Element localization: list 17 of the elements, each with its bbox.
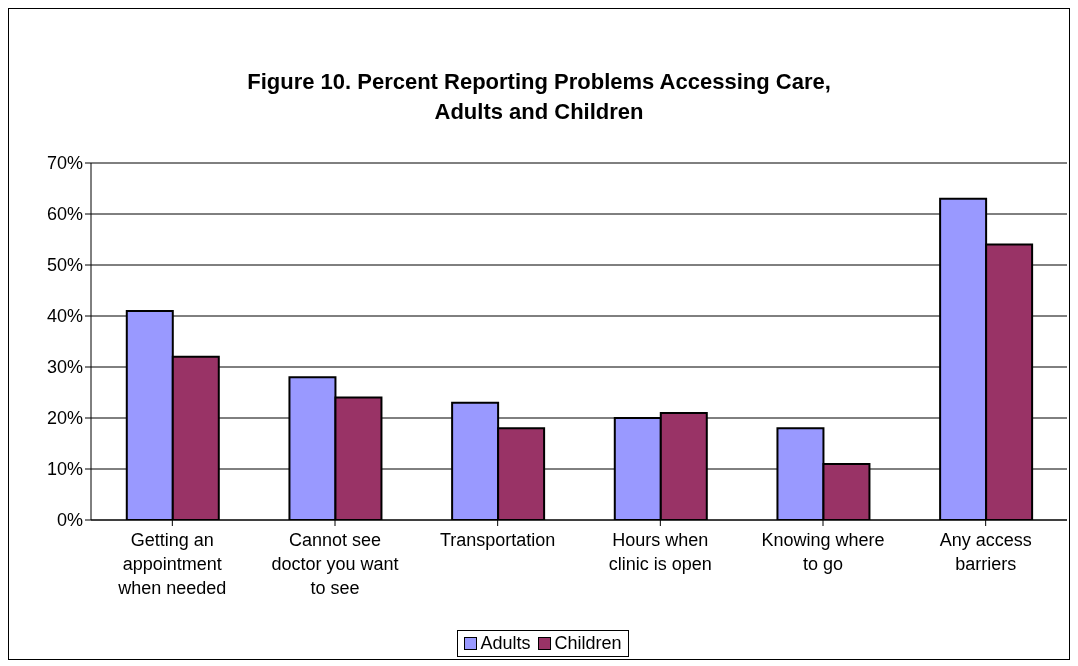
y-tick-label: 50% bbox=[46, 255, 83, 276]
x-tick-label: Hours when clinic is open bbox=[608, 530, 712, 574]
y-tick-label: 10% bbox=[46, 459, 83, 480]
y-tick-label: 0% bbox=[56, 510, 83, 531]
x-tick-label: Transportation bbox=[439, 530, 556, 550]
legend-label: Children bbox=[553, 633, 622, 654]
y-tick-label: 60% bbox=[46, 204, 83, 225]
y-tick-label: 70% bbox=[46, 153, 83, 174]
x-tick-label: Getting an appointment when needed bbox=[117, 530, 227, 598]
y-tick-label: 40% bbox=[46, 306, 83, 327]
x-tick-label: Any access barriers bbox=[939, 530, 1032, 574]
x-tick-label: Knowing where to go bbox=[761, 530, 885, 574]
x-tick-label: Cannot see doctor you want to see bbox=[271, 530, 399, 598]
y-tick-label: 20% bbox=[46, 408, 83, 429]
y-tick-label: 30% bbox=[46, 357, 83, 378]
chart-title: Figure 10. Percent Reporting Problems Accessing Care, Adults and Children bbox=[246, 68, 832, 126]
legend-label: Adults bbox=[479, 633, 531, 654]
